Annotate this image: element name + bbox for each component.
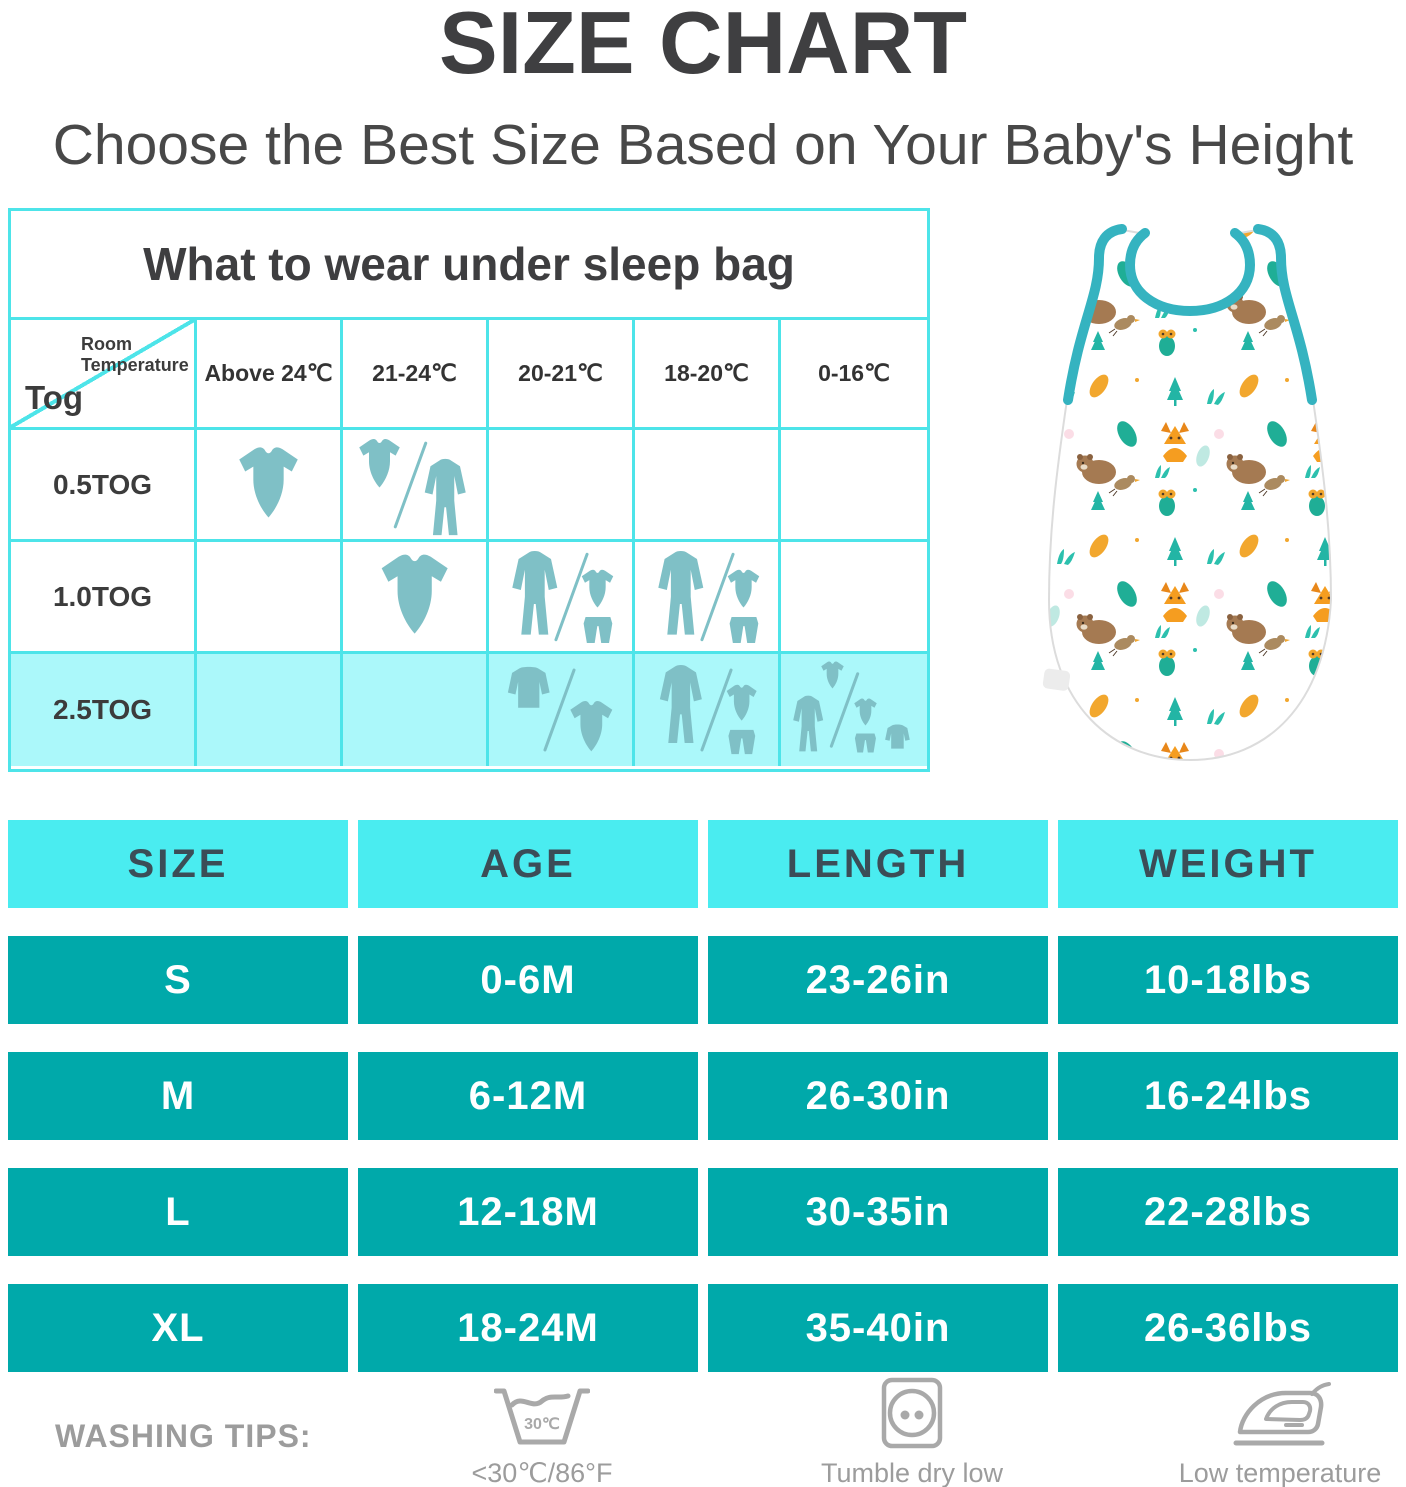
tog-cell: [489, 654, 635, 766]
size-cell: L: [8, 1168, 348, 1256]
bodysuit-icon: [821, 661, 844, 689]
shirt-icon: [884, 724, 910, 749]
washing-tips-label: WASHING TIPS:: [55, 1418, 312, 1454]
temp-header-1: 21-24℃: [343, 320, 489, 430]
size-header-length: LENGTH: [708, 820, 1048, 908]
size-cell: M: [8, 1052, 348, 1140]
bodysuit-icon: [359, 438, 401, 487]
temp-header-3: 18-20℃: [635, 320, 781, 430]
garment-stack: [580, 569, 615, 645]
iron-icon: [1120, 1376, 1406, 1450]
sleepsuit-icon: [512, 550, 557, 635]
size-cell: 22-28lbs: [1058, 1168, 1398, 1256]
wash-item: Low temperature: [1120, 1376, 1406, 1487]
bodysuit-icon: [582, 569, 614, 607]
tog-table: What to wear under sleep bag Room Tempera…: [8, 208, 930, 772]
tog-cell: [635, 430, 781, 542]
wash-basin-icon: 30℃: [382, 1376, 702, 1450]
tog-corner-cell: Room Temperature Tog: [11, 320, 197, 430]
tog-cell: [197, 430, 343, 542]
size-header-age: AGE: [358, 820, 698, 908]
size-cell: 30-35in: [708, 1168, 1048, 1256]
tog-cell: [781, 542, 927, 654]
tog-cell: [635, 654, 781, 766]
tog-table-title: What to wear under sleep bag: [11, 211, 927, 320]
tog-row-label: 2.5TOG: [11, 654, 197, 766]
tog-cell: [489, 542, 635, 654]
svg-text:30℃: 30℃: [524, 1416, 560, 1433]
size-cell: 26-30in: [708, 1052, 1048, 1140]
temp-header-4: 0-16℃: [781, 320, 927, 430]
tog-cell: [197, 542, 343, 654]
temp-header-0: Above 24℃: [197, 320, 343, 430]
size-cell: 26-36lbs: [1058, 1284, 1398, 1372]
size-cell: 16-24lbs: [1058, 1052, 1398, 1140]
tog-row-label: 0.5TOG: [11, 430, 197, 542]
tog-row-label: 1.0TOG: [11, 542, 197, 654]
wash-item-label: <30℃/86°F: [471, 1458, 613, 1487]
sleepsuit-icon: [658, 550, 703, 635]
product-image: [1042, 224, 1333, 762]
wash-item-label: Tumble dry low: [820, 1458, 1004, 1487]
size-header-weight: WEIGHT: [1058, 820, 1398, 908]
size-cell: 0-6M: [358, 936, 698, 1024]
size-cell: 6-12M: [358, 1052, 698, 1140]
neckline-trim: [1124, 228, 1256, 317]
size-table: SIZE AGE LENGTH WEIGHT S 0-6M 23-26in 10-18lbs M…: [8, 820, 1398, 1372]
corner-tog-label: Tog: [25, 379, 84, 416]
shirt-icon: [507, 666, 550, 708]
sleepsuit-icon: [660, 664, 703, 743]
tog-cell: [489, 430, 635, 542]
left-armhole-trim: [1063, 224, 1127, 405]
size-cell: 23-26in: [708, 936, 1048, 1024]
garment-stack: [726, 569, 761, 645]
page-subtitle: Choose the Best Size Based on Your Baby'…: [52, 113, 1354, 177]
size-cell: 12-18M: [358, 1168, 698, 1256]
pants-icon: [728, 729, 756, 755]
pants-icon: [729, 616, 759, 643]
garment-stack: [853, 698, 878, 754]
pants-icon: [583, 616, 613, 643]
temp-header-2: 20-21℃: [489, 320, 635, 430]
wash-item-label: Low temperature: [1178, 1458, 1382, 1487]
bodysuit-icon: [381, 554, 448, 634]
sleepsuit-icon: [793, 695, 824, 752]
page-title: SIZE CHART: [439, 0, 967, 92]
bodysuit-icon: [726, 684, 757, 721]
bodysuit-icon: [728, 569, 760, 607]
tog-cell: [343, 654, 489, 766]
bodysuit-icon: [239, 446, 298, 517]
tog-grid: Room Temperature Tog Above 24℃ 21-24℃ 20-21℃ 1…: [11, 320, 927, 766]
garment-row: [853, 698, 911, 754]
garment-stack: [793, 661, 844, 755]
sleepsuit-icon: [425, 458, 466, 535]
tog-cell: [197, 654, 343, 766]
tog-cell: [781, 654, 927, 766]
wash-item: 30℃ <30℃/86°F: [382, 1376, 702, 1487]
right-armhole-trim: [1253, 224, 1317, 405]
fabric-tag: [1042, 668, 1071, 691]
tog-cell: [635, 542, 781, 654]
size-cell: 10-18lbs: [1058, 936, 1398, 1024]
wash-item: Tumble dry low: [752, 1376, 1072, 1487]
garment-stack: [725, 684, 758, 756]
size-header-size: SIZE: [8, 820, 348, 908]
pants-icon: [854, 733, 876, 753]
tumble-dry-icon: [752, 1376, 1072, 1450]
size-cell: XL: [8, 1284, 348, 1372]
bodysuit-icon: [854, 698, 877, 726]
tog-cell: [343, 430, 489, 542]
corner-room-temperature-label: Room Temperature: [81, 334, 189, 375]
size-cell: S: [8, 936, 348, 1024]
tog-cell: [781, 430, 927, 542]
bodysuit-icon: [570, 701, 613, 752]
tog-cell: [343, 542, 489, 654]
size-cell: 35-40in: [708, 1284, 1048, 1372]
size-cell: 18-24M: [358, 1284, 698, 1372]
